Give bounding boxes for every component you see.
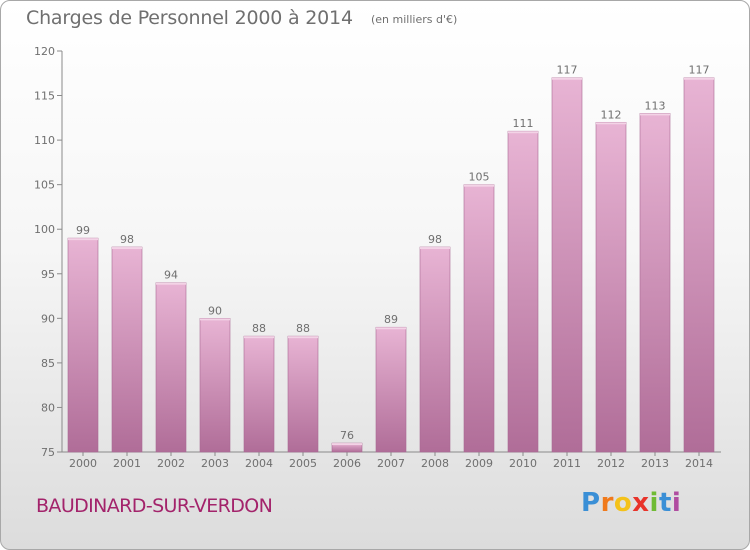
- bar-2002: [155, 282, 187, 453]
- chart-title: Charges de Personnel 2000 à 2014: [26, 7, 353, 29]
- data-label-2005: 88: [296, 322, 310, 335]
- bar-highlight: [156, 282, 186, 285]
- x-tick-label-2006: 2006: [333, 457, 361, 470]
- bar-highlight: [684, 77, 714, 80]
- bar-highlight: [332, 443, 362, 446]
- x-tick-label-2005: 2005: [289, 457, 317, 470]
- x-tick-label-2007: 2007: [377, 457, 405, 470]
- x-tick-label-2004: 2004: [245, 457, 273, 470]
- data-label-2008: 98: [428, 233, 442, 246]
- y-tick-label: 120: [34, 45, 55, 58]
- bar-2000: [67, 237, 99, 453]
- bar-highlight: [508, 131, 538, 134]
- data-label-2000: 99: [76, 224, 90, 237]
- bar-highlight: [552, 77, 582, 80]
- x-tick-label-2012: 2012: [597, 457, 625, 470]
- logo-letter: P: [581, 488, 601, 518]
- bar-highlight: [288, 336, 318, 339]
- x-tick-label-2009: 2009: [465, 457, 493, 470]
- bar-highlight: [200, 318, 230, 321]
- logo-letter: t: [658, 488, 672, 518]
- y-tick-label: 105: [34, 179, 55, 192]
- data-label-2010: 111: [513, 117, 534, 130]
- bar-highlight: [596, 122, 626, 125]
- data-label-2009: 105: [469, 171, 490, 184]
- bar-2008: [419, 246, 451, 453]
- bar-highlight: [464, 184, 494, 187]
- proxiti-logo: Proxiti: [581, 488, 681, 518]
- logo-letter: x: [632, 488, 650, 518]
- data-label-2011: 117: [557, 64, 578, 77]
- logo-letter: i: [671, 488, 682, 518]
- x-tick-label-2014: 2014: [685, 457, 713, 470]
- x-tick-label-2013: 2013: [641, 457, 669, 470]
- bar-2013: [639, 113, 671, 453]
- bar-2001: [111, 246, 143, 453]
- bar-2007: [375, 326, 407, 453]
- x-tick-label-2002: 2002: [157, 457, 185, 470]
- bar-highlight: [640, 113, 670, 116]
- bar-2004: [243, 335, 275, 453]
- logo-letter: o: [613, 488, 633, 518]
- bar-highlight: [244, 336, 274, 339]
- data-label-2007: 89: [384, 313, 398, 326]
- x-tick-label-2001: 2001: [113, 457, 141, 470]
- logo-letter: i: [649, 488, 659, 518]
- y-tick-label: 75: [41, 446, 55, 459]
- x-tick-label-2000: 2000: [69, 457, 97, 470]
- bar-highlight: [112, 247, 142, 250]
- y-tick-label: 110: [34, 134, 55, 147]
- y-tick-label: 90: [41, 312, 55, 325]
- bars: [67, 77, 715, 453]
- data-label-2001: 98: [120, 233, 134, 246]
- data-label-2002: 94: [164, 269, 178, 282]
- data-label-2006: 76: [340, 429, 354, 442]
- bar-2003: [199, 318, 231, 453]
- y-tick-label: 85: [41, 357, 55, 370]
- y-tick-label: 95: [41, 268, 55, 281]
- x-tick-label-2003: 2003: [201, 457, 229, 470]
- data-label-2013: 113: [645, 99, 666, 112]
- data-label-2004: 88: [252, 322, 266, 335]
- y-tick-label: 100: [34, 223, 55, 236]
- y-tick-label: 115: [34, 90, 55, 103]
- chart-subtitle: (en milliers d'€): [371, 13, 458, 26]
- data-label-2014: 117: [689, 64, 710, 77]
- bar-highlight: [376, 327, 406, 330]
- bar-highlight: [420, 247, 450, 250]
- bar-2012: [595, 121, 627, 453]
- bar-highlight: [68, 238, 98, 241]
- bar-2011: [551, 77, 583, 453]
- bar-2009: [463, 184, 495, 453]
- bar-2010: [507, 130, 539, 453]
- x-tick-label-2008: 2008: [421, 457, 449, 470]
- bar-2005: [287, 335, 319, 453]
- x-tick-label-2010: 2010: [509, 457, 537, 470]
- logo-letter: r: [600, 488, 614, 518]
- data-labels: 99 98 94 90 88 88 76 89 98 105 111 117 112 113 117: [76, 64, 710, 442]
- x-tick-label-2011: 2011: [553, 457, 581, 470]
- place-name: BAUDINARD-SUR-VERDON: [36, 495, 273, 517]
- data-label-2003: 90: [208, 304, 222, 317]
- y-tick-label: 80: [41, 401, 55, 414]
- data-label-2012: 112: [601, 108, 622, 121]
- bar-2014: [683, 77, 715, 453]
